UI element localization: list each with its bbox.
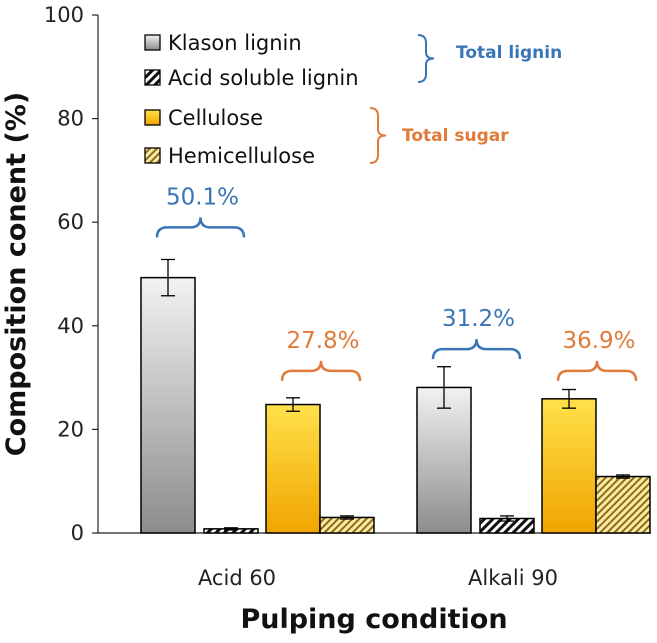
y-tick-label: 40 [57, 314, 84, 338]
legend-label: Hemicellulose [168, 144, 315, 168]
legend-swatch [144, 109, 161, 126]
annotation-label: 36.9% [562, 328, 635, 354]
legend-label: Cellulose [168, 106, 263, 130]
legend-group-label: Total lignin [456, 43, 562, 63]
x-tick-label: Alkali 90 [468, 566, 558, 590]
annotation-label: 27.8% [286, 328, 359, 354]
legend-label: Klason lignin [168, 31, 302, 55]
annotation-bracket [155, 217, 246, 238]
bar [265, 403, 321, 534]
annotation-label: 50.1% [166, 184, 239, 210]
legend-swatch [144, 69, 161, 86]
y-tick-label: 100 [44, 3, 84, 27]
legend-swatch [144, 34, 161, 51]
legend-group-brace [417, 34, 435, 83]
y-tick-label: 0 [71, 521, 84, 545]
bar [319, 516, 375, 534]
x-tick-label: Acid 60 [198, 566, 276, 590]
annotation-label: 31.2% [442, 306, 515, 332]
y-tick-label: 20 [57, 417, 84, 441]
y-tick-label: 80 [57, 107, 84, 131]
annotation-bracket [556, 360, 638, 381]
x-axis-title: Pulping condition [240, 604, 507, 635]
legend-group-label: Total sugar [402, 126, 509, 146]
y-axis-title: Composition conent (%) [1, 92, 32, 456]
bar [541, 398, 597, 534]
legend-label: Acid soluble lignin [168, 66, 359, 90]
annotation-bracket [280, 360, 362, 381]
annotation-bracket [431, 339, 522, 360]
legend-swatch [144, 147, 161, 164]
y-tick-label: 60 [57, 210, 84, 234]
bar [416, 386, 472, 534]
legend-group-brace [369, 107, 387, 164]
bar [595, 475, 651, 534]
bar [140, 276, 196, 534]
